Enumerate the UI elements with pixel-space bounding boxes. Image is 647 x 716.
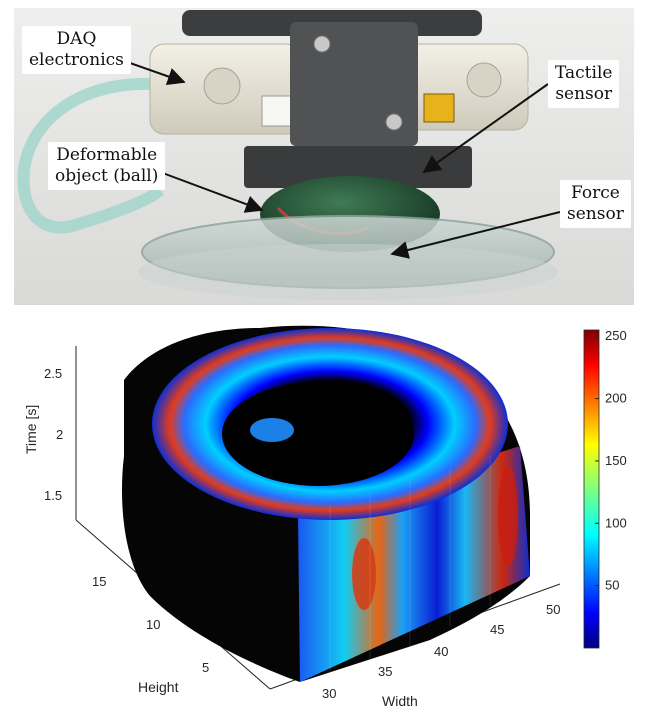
x-tick: 50	[546, 602, 560, 617]
force-label-line1: Force	[571, 183, 620, 203]
deformable-label-line1: Deformable	[56, 145, 158, 165]
force-label-line2: sensor	[567, 204, 624, 224]
plot-svg: 2.5 2 1.5 Time [s] 15 10 5 Height 30 35 …	[23, 325, 627, 709]
surface-mesh	[329, 456, 491, 676]
deformable-label-line2: object (ball)	[55, 166, 159, 186]
setup-illustration	[14, 8, 635, 305]
colorbar-tick-label: 200	[605, 391, 627, 406]
colorbar-tick-label: 50	[605, 578, 619, 593]
ribbon-cable	[17, 77, 165, 234]
tactile-label-line1: Tactile	[555, 63, 613, 83]
x-axis-label: Width	[382, 693, 418, 709]
y-tick: 10	[146, 617, 160, 632]
y-tick: 5	[202, 660, 209, 675]
daq-label-line1: DAQ	[56, 29, 97, 49]
tactile-3d-plot: 2.5 2 1.5 Time [s] 15 10 5 Height 30 35 …	[0, 306, 647, 711]
colorbar	[583, 329, 600, 649]
tactile-sensor-label: Tactile sensor	[548, 60, 620, 108]
z-tick: 2.5	[44, 366, 62, 381]
x-tick: 40	[434, 644, 448, 659]
force-sensor-label: Force sensor	[560, 180, 631, 228]
x-tick: 30	[322, 686, 336, 701]
experimental-setup-photo: DAQ electronics Deformable object (ball)…	[0, 0, 647, 305]
force-arrow	[390, 211, 561, 259]
mount-bracket	[290, 22, 418, 146]
z-tick-labels: 2.5 2 1.5	[44, 366, 63, 503]
colorbar-tick-label: 100	[605, 515, 627, 530]
colorbar-ticks: 50 100 150 200 250	[595, 328, 627, 593]
deformable-object-label: Deformable object (ball)	[48, 142, 166, 190]
tactile-arrow	[422, 83, 549, 174]
daq-box-right	[399, 43, 529, 131]
colorbar-tick-label: 150	[605, 453, 627, 468]
z-tick: 1.5	[44, 488, 62, 503]
x-tick: 45	[490, 622, 504, 637]
y-tick: 15	[92, 574, 106, 589]
daq-label-line2: electronics	[29, 50, 124, 70]
tactile-sensor-plate	[244, 146, 472, 188]
y-tick-labels: 15 10 5	[92, 574, 209, 675]
x-tick: 35	[378, 664, 392, 679]
y-axis-label: Height	[138, 679, 179, 695]
x-tick-labels: 30 35 40 45 50	[322, 602, 560, 701]
ball-arrow	[159, 171, 264, 213]
daq-electronics-label: DAQ electronics	[22, 26, 131, 74]
colorbar-tick-label: 250	[605, 328, 627, 343]
z-axis-label: Time [s]	[23, 405, 39, 454]
tactile-label-line2: sensor	[555, 84, 613, 104]
z-tick: 2	[56, 427, 63, 442]
